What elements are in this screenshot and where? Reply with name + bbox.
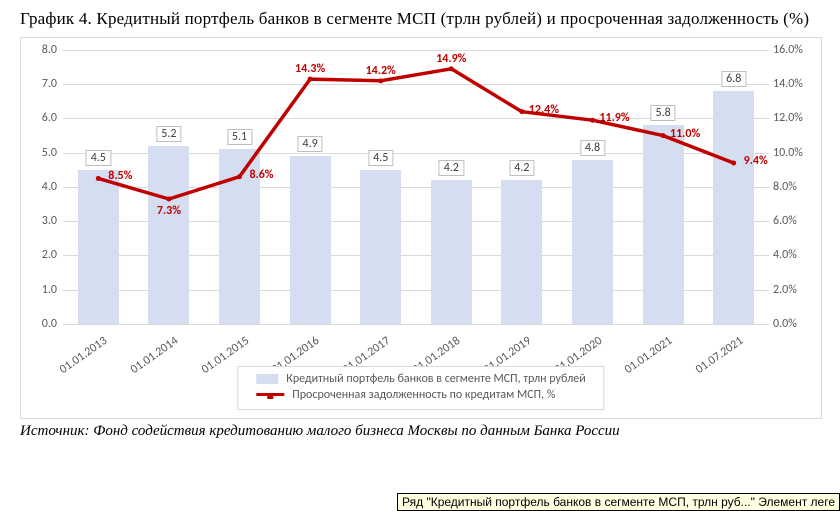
y-right-tick: 10.0% (773, 146, 817, 160)
y-right-tick: 12.0% (773, 111, 817, 125)
y-left-tick: 0.0 (25, 317, 57, 331)
line-value-label: 8.6% (249, 168, 273, 182)
y-left-tick: 8.0 (25, 43, 57, 57)
line-value-label: 11.9% (599, 111, 629, 125)
y-right-tick: 14.0% (773, 77, 817, 91)
y-right-tick: 2.0% (773, 283, 817, 297)
y-left-tick: 3.0 (25, 214, 57, 228)
line-value-label: 11.0% (670, 127, 700, 141)
line-series[interactable] (63, 50, 769, 324)
line-value-label: 8.5% (108, 169, 132, 183)
line-value-label: 14.9% (436, 52, 466, 66)
x-tick-label: 01.07.2021 (693, 334, 746, 377)
y-right-tick: 0.0% (773, 317, 817, 331)
legend-swatch-line (256, 393, 284, 396)
x-tick-label: 01.01.2021 (622, 334, 675, 377)
chart-area: 0.0 0.0% 1.0 2.0% 2.0 4.0% 3.0 6.0% 4.0 8.0% 5.0 10… (20, 37, 822, 419)
plot-area: 0.00.0%1.02.0%2.04.0%3.06.0%4.08.0%5.010… (63, 50, 769, 324)
legend-line-label: Просроченная задолженность по кредитам М… (292, 388, 555, 402)
y-right-tick: 8.0% (773, 180, 817, 194)
y-right-tick: 16.0% (773, 43, 817, 57)
y-left-tick: 5.0 (25, 146, 57, 160)
legend[interactable]: Кредитный портфель банков в сегменте МСП… (237, 366, 604, 410)
x-tick-label: 01.01.2014 (128, 334, 181, 377)
legend-bar-label: Кредитный портфель банков в сегменте МСП… (286, 372, 585, 386)
tooltip: Ряд "Кредитный портфель банков в сегмент… (397, 493, 840, 511)
y-left-tick: 6.0 (25, 111, 57, 125)
legend-swatch-bar (256, 374, 278, 384)
line-value-label: 12.4% (529, 103, 559, 117)
line-value-label: 7.3% (157, 204, 181, 218)
source-text: Источник: Фонд содействия кредитованию м… (20, 423, 820, 440)
legend-item-line[interactable]: Просроченная задолженность по кредитам М… (256, 387, 585, 403)
x-tick-label: 01.01.2013 (57, 334, 110, 377)
y-left-tick: 1.0 (25, 283, 57, 297)
line-value-label: 14.2% (366, 64, 396, 78)
legend-item-bars[interactable]: Кредитный портфель банков в сегменте МСП… (256, 371, 585, 387)
y-left-tick: 4.0 (25, 180, 57, 194)
line-value-label: 9.4% (744, 154, 768, 168)
y-left-tick: 2.0 (25, 248, 57, 262)
line-value-label: 14.3% (295, 62, 325, 76)
chart-title: График 4. Кредитный портфель банков в се… (20, 8, 820, 31)
y-right-tick: 6.0% (773, 214, 817, 228)
y-left-tick: 7.0 (25, 77, 57, 91)
grid-line (63, 324, 769, 325)
y-right-tick: 4.0% (773, 248, 817, 262)
